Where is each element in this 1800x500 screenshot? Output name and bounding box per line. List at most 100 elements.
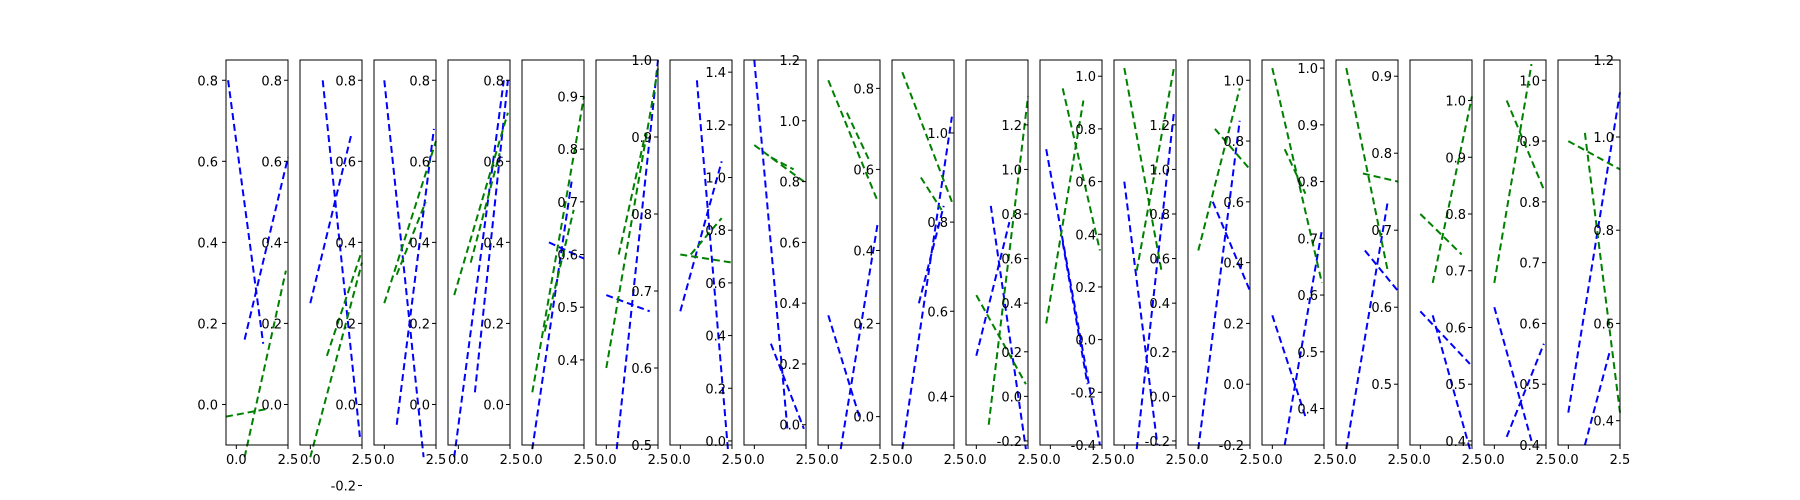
y-tick-label-right: 0.8 xyxy=(1075,123,1096,138)
subplot-11-line-3 xyxy=(975,294,1027,385)
y-tick-label-right: 0.6 xyxy=(557,249,578,264)
y-tick-label-right: 0.7 xyxy=(1371,224,1392,239)
subplot-13-line-2 xyxy=(1135,112,1175,450)
x-tick-label: 0.0 xyxy=(596,453,617,468)
y-tick-label-left: 0.0 xyxy=(197,398,218,413)
y-tick-label-right: 0.6 xyxy=(927,305,948,320)
y-tick-label-right: 0.4 xyxy=(335,236,356,251)
x-tick-label: 2.5 xyxy=(796,453,817,468)
y-tick-label-right: 0.8 xyxy=(261,74,282,89)
subplot-16-line-2 xyxy=(1364,249,1399,292)
y-tick-label-right: 1.0 xyxy=(1149,163,1170,178)
y-tick-label-right: 0.8 xyxy=(1519,196,1540,211)
x-tick-label: 2.5 xyxy=(426,453,447,468)
subplot-17-line-3 xyxy=(1419,213,1463,256)
y-tick-label-right: 0.0 xyxy=(1223,378,1244,393)
y-tick-label-right: 0.2 xyxy=(335,317,356,332)
x-tick-label: 2.5 xyxy=(870,453,891,468)
subplot-12-line-3 xyxy=(1045,100,1085,324)
subplot-17-line-4 xyxy=(1431,96,1473,284)
subplot-9-line-3 xyxy=(827,79,879,203)
x-tick-label: 0.0 xyxy=(1410,453,1431,468)
subplot-13: 0.0 2.5 -0.2 0.0 0.2 0.4 0.6 0.8 1.0 1.2 xyxy=(1113,59,1186,468)
y-tick-label-right: 0.8 xyxy=(557,143,578,158)
subplot-4-line-4 xyxy=(469,152,501,263)
subplot-6-line-3 xyxy=(605,67,659,369)
y-tick-label-right: 0.8 xyxy=(631,208,652,223)
subplot-15-line-3 xyxy=(1271,67,1323,284)
subplot-15-frame xyxy=(1261,59,1325,446)
y-tick-label-right: 0.6 xyxy=(853,163,874,178)
y-tick-label-right: 0.5 xyxy=(1297,346,1318,361)
y-tick-label-right: 1.0 xyxy=(1223,74,1244,89)
subplot-19-line-4 xyxy=(1583,132,1621,413)
y-tick-label-right: 0.0 xyxy=(1001,390,1022,405)
subplot-16: 0.0 2.5 0.5 0.6 0.7 0.8 0.9 xyxy=(1335,59,1408,468)
subplot-11: 0.0 2.5 -0.2 0.0 0.2 0.4 0.6 0.8 1.0 1.2 xyxy=(965,59,1039,468)
x-tick-label: 2.5 xyxy=(1314,453,1335,468)
subplot-10-line-4 xyxy=(920,176,943,211)
y-tick-label-right: 0.2 xyxy=(779,358,800,373)
y-tick-label-right: 1.0 xyxy=(631,54,652,69)
y-tick-label-right: 0.8 xyxy=(779,176,800,191)
x-tick-label: 2.5 xyxy=(574,453,595,468)
x-tick-label: 0.0 xyxy=(522,453,543,468)
subplot-19: 0.0 2.5 0.4 0.6 0.8 1.0 1.2 xyxy=(1557,54,1630,468)
y-tick-label-right: 0.8 xyxy=(1149,208,1170,223)
subplot-2: 0.0 2.5 -0.2 0.0 0.2 0.4 0.6 0.8 xyxy=(299,59,372,495)
subplot-11-line-1 xyxy=(975,221,1011,357)
y-tick-label-right: 0.8 xyxy=(853,82,874,97)
subplot-2-line-3 xyxy=(309,262,363,458)
subplot-2-line-4 xyxy=(325,250,363,357)
subplot-10-line-1 xyxy=(901,116,953,450)
subplot-5: 0.0 2.5 0.4 0.5 0.6 0.7 0.8 0.9 xyxy=(521,59,595,468)
subplot-4: 0.0 2.5 0.0 0.2 0.4 0.6 0.8 xyxy=(447,59,520,468)
subplot-3-frame xyxy=(373,59,437,446)
subplot-17: 0.0 2.5 0.4 0.5 0.6 0.7 0.8 0.9 1.0 xyxy=(1409,59,1482,468)
y-tick-label-right: -0.2 xyxy=(1219,439,1244,454)
x-tick-label: 2.5 xyxy=(1018,453,1039,468)
subplot-1-line-1 xyxy=(227,80,265,344)
y-tick-label-right: 1.0 xyxy=(1297,62,1318,77)
y-tick-label-right: 0.4 xyxy=(705,330,726,345)
y-tick-label-right: 0.4 xyxy=(261,236,282,251)
y-tick-label-right: 0.8 xyxy=(1445,208,1466,223)
subplot-9-line-4 xyxy=(845,112,871,162)
x-tick-label: 0.0 xyxy=(226,453,247,468)
y-tick-label-right: 1.0 xyxy=(779,115,800,130)
x-tick-label: 2.5 xyxy=(278,453,299,468)
subplot-14-line-4 xyxy=(1214,128,1251,171)
y-tick-label-right: 0.4 xyxy=(1223,257,1244,272)
y-tick-label-right: 0.6 xyxy=(631,362,652,377)
y-tick-label-right: 0.0 xyxy=(853,411,874,426)
y-tick-label-right: 0.8 xyxy=(927,216,948,231)
y-tick-label-right: 0.0 xyxy=(1149,390,1170,405)
x-tick-label: 0.0 xyxy=(1336,453,1357,468)
subplot-15: 0.0 2.5 0.4 0.5 0.6 0.7 0.8 0.9 1.0 xyxy=(1261,59,1335,468)
y-tick-label-right: 0.8 xyxy=(705,224,726,239)
subplot-5-line-3 xyxy=(531,96,585,393)
subplot-15-line-1 xyxy=(1271,314,1307,417)
y-tick-label-right: 0.6 xyxy=(1593,317,1614,332)
subplot-9: 0.0 2.5 0.0 0.2 0.4 0.6 0.8 xyxy=(817,59,891,468)
y-tick-label-right: 0.7 xyxy=(1519,257,1540,272)
y-tick-label-right: 0.9 xyxy=(1371,70,1392,85)
subplot-12-line-1 xyxy=(1045,149,1101,446)
y-tick-label-right: 0.4 xyxy=(1075,228,1096,243)
y-tick-label-right: 0.4 xyxy=(557,354,578,369)
y-tick-label-right: 0.8 xyxy=(1001,208,1022,223)
x-tick-label: 0.0 xyxy=(300,453,321,468)
x-tick-label: 2.5 xyxy=(944,453,965,468)
y-tick-label-right: 0.6 xyxy=(1519,317,1540,332)
x-tick-label: 0.0 xyxy=(892,453,913,468)
subplot-7-line-2 xyxy=(679,161,723,312)
y-tick-label-right: 0.8 xyxy=(1593,224,1614,239)
y-tick-label-right: 0.6 xyxy=(1149,253,1170,268)
subplot-19-line-1 xyxy=(1567,92,1621,413)
y-tick-label-right: 0.6 xyxy=(483,155,504,170)
subplot-19-line-3 xyxy=(1567,140,1621,171)
y-tick-label-right: 0.5 xyxy=(1371,378,1392,393)
y-tick-label-right: 0.9 xyxy=(1297,119,1318,134)
subplot-9-line-1 xyxy=(827,315,861,417)
